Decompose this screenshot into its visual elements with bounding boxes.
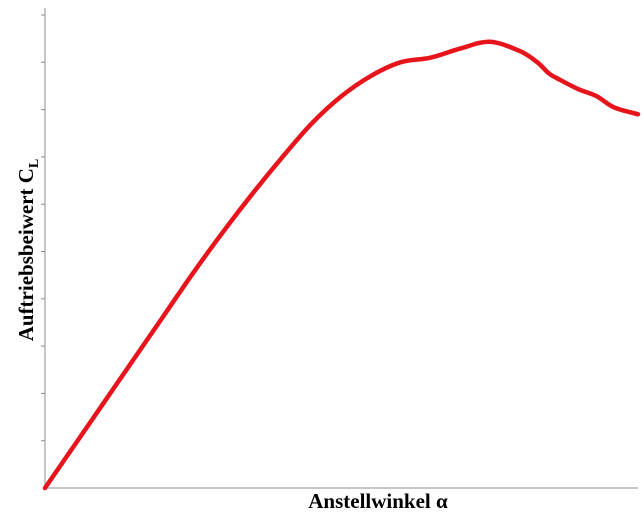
series-group <box>42 39 641 491</box>
x-axis-label: Anstellwinkel α <box>308 489 448 513</box>
y-axis-label-main: Auftriebsbeiwert C <box>14 168 38 341</box>
y-axis-label-subscript: L <box>27 159 42 168</box>
y-axis-ticks <box>41 14 45 442</box>
y-axis-label: Auftriebsbeiwert CL <box>14 159 42 342</box>
lift-coefficient-curve <box>42 39 641 491</box>
axes <box>44 8 638 489</box>
y-axis-label-group: Auftriebsbeiwert CL <box>14 159 42 342</box>
